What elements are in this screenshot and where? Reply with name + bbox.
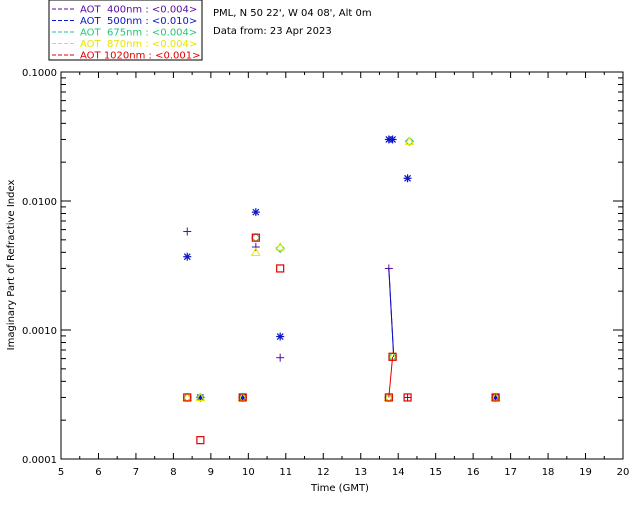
x-tick-label: 10 xyxy=(242,467,255,478)
data-points xyxy=(182,135,501,445)
series-2 xyxy=(183,135,500,402)
y-axis-label: Imaginary Part of Refractive Index xyxy=(6,180,17,351)
data-point-plus xyxy=(276,353,285,362)
series-line xyxy=(388,356,394,398)
data-point-asterisk xyxy=(183,252,192,261)
data-point-plus xyxy=(183,227,192,236)
x-tick-label: 16 xyxy=(467,467,480,478)
y-tick-label: 0.0010 xyxy=(22,326,57,337)
data-point-asterisk xyxy=(403,174,412,183)
data-point-diamond xyxy=(195,392,206,403)
data-point-square xyxy=(403,393,412,402)
series-4 xyxy=(182,136,501,401)
x-tick-label: 17 xyxy=(504,467,517,478)
series-3 xyxy=(182,136,501,403)
y-tick-label: 0.0001 xyxy=(22,455,57,466)
header-date: Data from: 23 Apr 2023 xyxy=(213,26,332,37)
data-point-asterisk xyxy=(276,332,285,341)
data-point-square xyxy=(388,352,397,361)
series-line xyxy=(388,268,395,357)
x-tick-label: 15 xyxy=(429,467,442,478)
series-5 xyxy=(183,233,500,445)
data-point-square xyxy=(384,393,393,402)
series-1 xyxy=(183,227,500,402)
data-point-square xyxy=(251,233,260,242)
x-axis-label: Time (GMT) xyxy=(310,483,369,494)
data-point-diamond xyxy=(404,136,415,147)
x-tick-label: 12 xyxy=(317,467,330,478)
data-point-asterisk xyxy=(251,208,260,217)
data-point-plus xyxy=(403,393,412,402)
data-point-triangle xyxy=(404,136,415,145)
data-point-square xyxy=(491,393,500,402)
data-point-square xyxy=(276,264,285,273)
x-tick-label: 6 xyxy=(95,467,101,478)
data-point-asterisk xyxy=(388,135,397,144)
data-point-triangle xyxy=(275,241,286,251)
data-point-square xyxy=(183,393,192,402)
plot-frame xyxy=(60,71,624,460)
y-tick-label: 0.1000 xyxy=(22,68,57,79)
data-point-plus xyxy=(251,242,260,251)
legend-entry: AOT 400nm : <0.004> xyxy=(80,5,197,16)
x-tick-label: 11 xyxy=(279,467,292,478)
x-tick-label: 8 xyxy=(170,467,176,478)
x-tick-label: 13 xyxy=(354,467,367,478)
legend-entry: AOT 870nm : <0.004> xyxy=(80,39,197,50)
y-tick-label: 0.0100 xyxy=(22,197,57,208)
legend-entry: AOT 1020nm : <0.001> xyxy=(80,51,200,62)
header-location: PML, N 50 22', W 04 08', Alt 0m xyxy=(213,8,372,19)
x-tick-label: 9 xyxy=(208,467,214,478)
x-tick-label: 18 xyxy=(542,467,555,478)
legend-box xyxy=(48,0,203,61)
data-point-triangle xyxy=(250,247,261,256)
data-point-diamond xyxy=(251,232,261,243)
axes: 5 6 7 8 9 10 11 12 13 14 15 16 17 18 19 20 0.0001 0.0010 0… xyxy=(22,68,629,478)
x-tick-label: 20 xyxy=(617,467,630,478)
data-point-square xyxy=(238,393,247,402)
x-tick-label: 14 xyxy=(392,467,405,478)
x-tick-label: 5 xyxy=(58,467,64,478)
x-tick-label: 7 xyxy=(133,467,139,478)
legend-entry: AOT 675nm : <0.004> xyxy=(80,28,197,39)
data-point-square xyxy=(196,436,205,445)
legend: AOT 400nm : <0.004>AOT 500nm : <0.010>AO… xyxy=(48,0,203,62)
data-point-triangle xyxy=(195,392,206,401)
x-tick-label: 19 xyxy=(579,467,592,478)
legend-entry: AOT 500nm : <0.010> xyxy=(80,16,197,27)
